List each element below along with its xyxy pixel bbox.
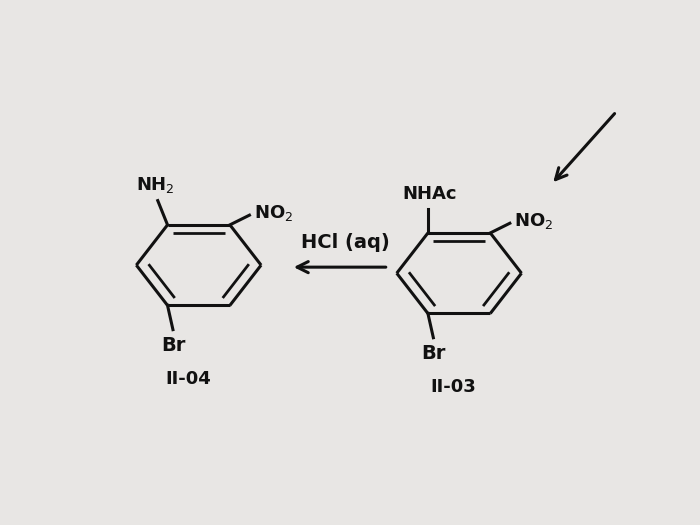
Text: NO$_2$: NO$_2$ <box>254 203 293 223</box>
Text: Br: Br <box>161 335 185 355</box>
Text: II-03: II-03 <box>430 379 477 396</box>
Text: HCl (aq): HCl (aq) <box>301 233 390 252</box>
Text: NO$_2$: NO$_2$ <box>514 211 554 231</box>
Text: NH$_2$: NH$_2$ <box>136 174 174 195</box>
Text: Br: Br <box>421 344 445 363</box>
Text: NHAc: NHAc <box>402 185 457 203</box>
Text: II-04: II-04 <box>165 370 211 388</box>
